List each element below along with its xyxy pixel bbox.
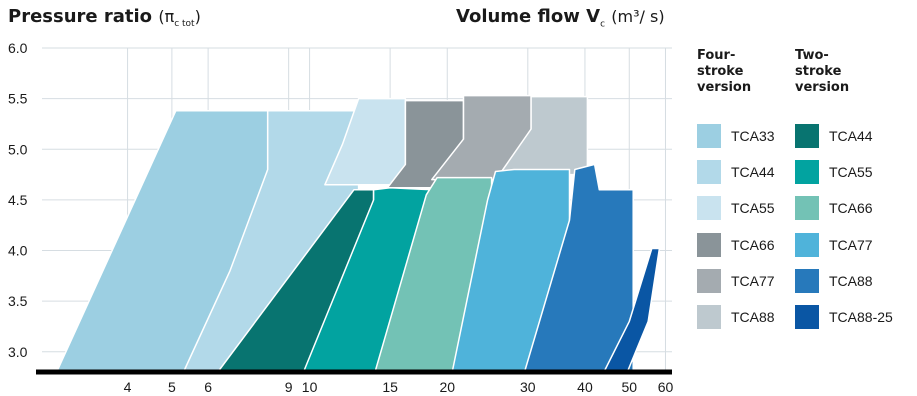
legend-label: TCA88-25 — [829, 309, 893, 325]
x-tick-label: 60 — [658, 379, 674, 395]
legend-header-four-stroke: Four-stroke version — [697, 48, 752, 95]
x-axis-title-subscript: c — [600, 19, 606, 30]
legend-swatch — [697, 196, 721, 220]
legend-label: TCA88 — [829, 273, 873, 289]
x-tick-label: 10 — [302, 379, 318, 395]
legend-item-four-stroke-tca77: TCA77 — [697, 269, 775, 293]
legend-label: TCA55 — [829, 164, 873, 180]
x-axis-title-unit: (m³/ s) — [611, 7, 665, 26]
legend-label: TCA77 — [829, 237, 873, 253]
legend-item-four-stroke-tca66: TCA66 — [697, 233, 775, 257]
legend-swatch — [795, 160, 819, 184]
legend-item-two-stroke-tca66: TCA66 — [795, 196, 873, 220]
x-tick-label: 30 — [520, 379, 536, 395]
legend-item-four-stroke-tca33: TCA33 — [697, 124, 775, 148]
legend-swatch — [697, 124, 721, 148]
legend-label: TCA66 — [731, 237, 775, 253]
x-tick-label: 15 — [382, 379, 398, 395]
legend-swatch — [795, 196, 819, 220]
legend-swatch — [697, 305, 721, 329]
legend-item-two-stroke-tca55: TCA55 — [795, 160, 873, 184]
legend-item-four-stroke-tca55: TCA55 — [697, 196, 775, 220]
legend-label: TCA88 — [731, 309, 775, 325]
legend-label: TCA44 — [829, 128, 873, 144]
legend-label: TCA44 — [731, 164, 775, 180]
x-tick-label: 9 — [285, 379, 293, 395]
y-tick-label: 3.5 — [8, 293, 28, 309]
legend-swatch — [697, 233, 721, 257]
x-axis-title-text: Volume flow V — [456, 6, 601, 27]
y-axis-title: Pressure ratio (πc tot) — [8, 6, 201, 29]
y-tick-label: 4.5 — [8, 192, 28, 208]
legend-swatch — [697, 269, 721, 293]
y-axis-title-text: Pressure ratio — [8, 6, 153, 27]
y-axis-title-close: ) — [194, 7, 201, 26]
x-tick-label: 40 — [577, 379, 593, 395]
legend-label: TCA66 — [829, 200, 873, 216]
x-axis-title: Volume flow Vc (m³/ s) — [456, 6, 665, 30]
y-tick-label: 5.5 — [8, 91, 28, 107]
legend-item-two-stroke-tca88-25: TCA88-25 — [795, 305, 893, 329]
x-tick-label: 6 — [204, 379, 212, 395]
legend-item-four-stroke-tca88: TCA88 — [697, 305, 775, 329]
legend-item-four-stroke-tca44: TCA44 — [697, 160, 775, 184]
legend-header-two-stroke: Two-stroke version — [795, 48, 850, 95]
axes: 3.0 3.5 4.0 4.5 5.0 5.5 6.0 4 5 6 9 10 15 20 30 40 50 60 — [8, 40, 673, 395]
y-tick-label: 5.0 — [8, 141, 28, 157]
legend-swatch — [795, 233, 819, 257]
legend-item-two-stroke-tca44: TCA44 — [795, 124, 873, 148]
legend-label: TCA77 — [731, 273, 775, 289]
y-tick-label: 4.0 — [8, 243, 28, 259]
legend-item-two-stroke-tca88: TCA88 — [795, 269, 873, 293]
area-four-stroke-tca88 — [498, 95, 589, 176]
legend-swatch — [697, 160, 721, 184]
legend-label: TCA33 — [731, 128, 775, 144]
legend-swatch — [795, 305, 819, 329]
y-axis-title-symbol: (π — [158, 7, 175, 26]
chart-areas — [55, 94, 661, 373]
x-tick-label: 5 — [168, 379, 176, 395]
y-axis-title-subscript: c tot — [174, 19, 195, 30]
legend-item-two-stroke-tca77: TCA77 — [795, 233, 873, 257]
x-tick-label: 20 — [439, 379, 455, 395]
legend-label: TCA55 — [731, 200, 775, 216]
legend-swatch — [795, 124, 819, 148]
legend-swatch — [795, 269, 819, 293]
y-tick-label: 3.0 — [8, 344, 28, 360]
x-tick-label: 4 — [124, 379, 132, 395]
x-tick-label: 50 — [621, 379, 637, 395]
y-tick-label: 6.0 — [8, 40, 28, 56]
